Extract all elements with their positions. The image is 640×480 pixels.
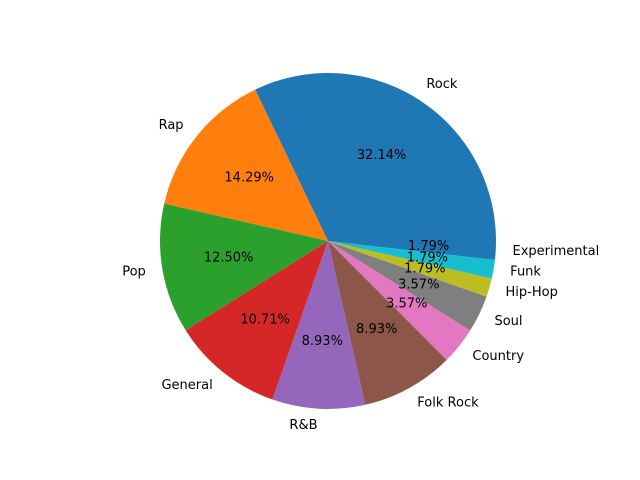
pie-label-country: Country <box>472 349 524 364</box>
pie-label-randb: R&B <box>289 418 317 433</box>
pie-label-rock: Rock <box>426 77 458 92</box>
pie-label-experimental: Experimental <box>513 244 600 259</box>
pie-slice-randb <box>272 241 366 409</box>
pie-slice-general <box>185 241 328 400</box>
pie-slice-experimental <box>328 241 496 260</box>
pie-label-soul: Soul <box>494 314 522 329</box>
pie-label-rap: Rap <box>159 118 184 133</box>
pie-pct-experimental: 1.79% <box>408 239 449 254</box>
pie-pct-soul: 3.57% <box>398 277 439 292</box>
pie-label-general: General <box>161 378 212 393</box>
pie-pct-funk: 1.79% <box>407 250 448 265</box>
pie-pct-rock: 32.14% <box>357 148 407 163</box>
pie-pct-general: 10.71% <box>240 312 290 327</box>
pie-pct-pop: 12.50% <box>204 250 254 265</box>
pie-slice-rap <box>164 89 328 241</box>
pie-slice-folk-rock <box>328 241 447 405</box>
pie-label-pop: Pop <box>122 264 146 279</box>
pie-slice-soul <box>328 241 487 331</box>
pie-pct-hip-hop: 1.79% <box>404 261 445 276</box>
pie-label-folk-rock: Folk Rock <box>417 395 479 410</box>
pie-pct-folk-rock: 8.93% <box>356 322 397 337</box>
pie-slices <box>160 73 496 409</box>
pie-category-labels: Rock Rap Pop General R&B Folk Rock Country Soul… <box>122 77 599 433</box>
pie-label-funk: Funk <box>510 265 541 280</box>
pie-slice-rock <box>255 73 496 242</box>
pie-pct-country: 3.57% <box>386 296 427 311</box>
pie-label-hip-hop: Hip-Hop <box>506 285 558 300</box>
pie-slice-hip-hop <box>328 241 492 297</box>
pie-slice-funk <box>328 241 495 279</box>
pie-slice-country <box>328 241 471 360</box>
pie-slice-pop <box>160 203 328 331</box>
pie-pct-randb: 8.93% <box>302 334 343 349</box>
pie-percentage-labels: 32.14% 14.29% 12.50% 10.71% 8.93% 8.93% 3.57% 3… <box>204 148 449 349</box>
pie-pct-rap: 14.29% <box>224 171 274 186</box>
